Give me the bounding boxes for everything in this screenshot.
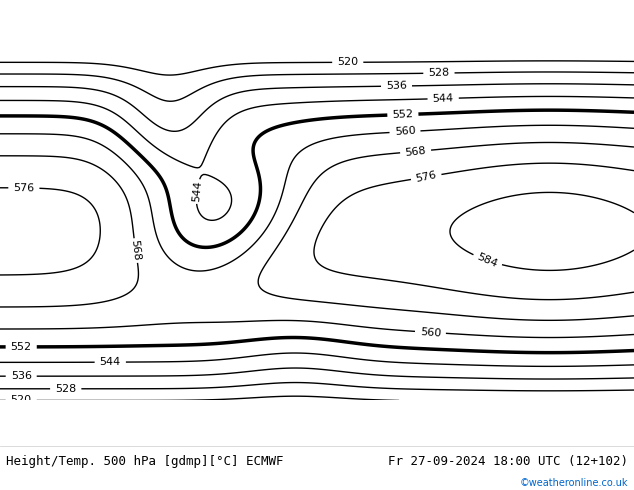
Text: 528: 528: [55, 384, 76, 394]
Text: Fr 27-09-2024 18:00 UTC (12+102): Fr 27-09-2024 18:00 UTC (12+102): [387, 455, 628, 468]
Text: 552: 552: [392, 109, 413, 120]
Text: 560: 560: [420, 326, 441, 338]
Text: 568: 568: [404, 146, 427, 158]
Text: 536: 536: [11, 371, 32, 381]
Text: 584: 584: [476, 251, 499, 269]
Text: 536: 536: [386, 81, 407, 91]
Text: 568: 568: [129, 240, 142, 262]
Text: 544: 544: [432, 93, 454, 104]
Text: 576: 576: [415, 170, 437, 184]
Text: 544: 544: [191, 180, 203, 202]
Text: 560: 560: [394, 126, 416, 137]
Text: 552: 552: [11, 342, 32, 352]
Text: Height/Temp. 500 hPa [gdmp][°C] ECMWF: Height/Temp. 500 hPa [gdmp][°C] ECMWF: [6, 455, 284, 468]
Text: 576: 576: [13, 183, 34, 193]
Text: 528: 528: [428, 68, 450, 78]
Text: 544: 544: [100, 357, 121, 367]
Text: 520: 520: [11, 395, 32, 405]
Text: 520: 520: [337, 57, 358, 67]
Text: ©weatheronline.co.uk: ©weatheronline.co.uk: [519, 478, 628, 489]
